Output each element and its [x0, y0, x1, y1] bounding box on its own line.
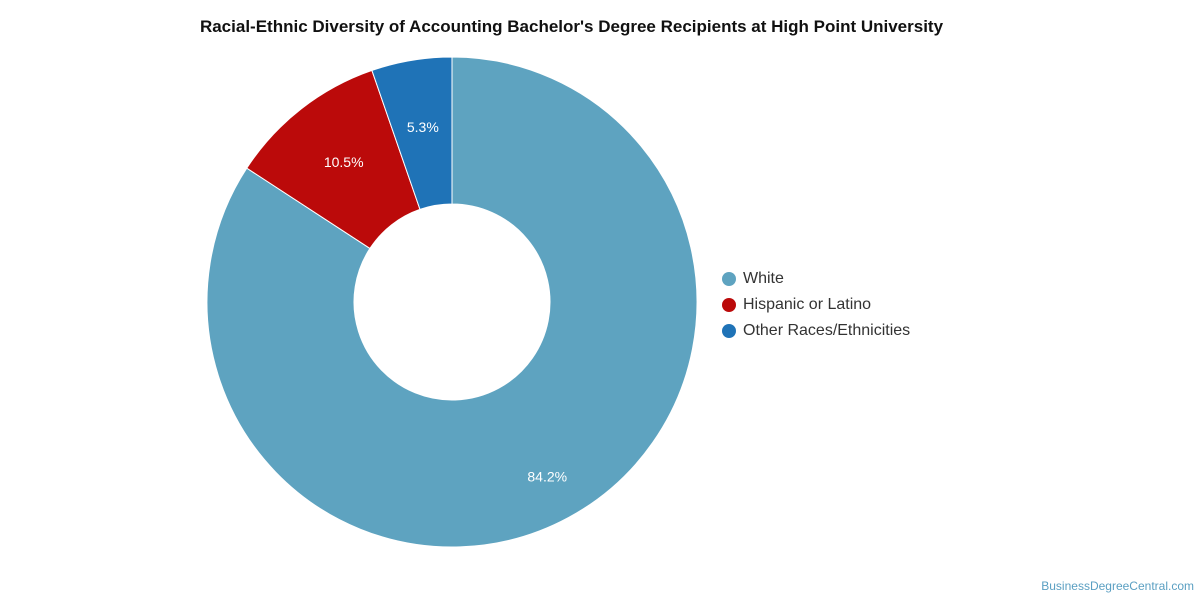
legend-item-other-races[interactable]: Other Races/Ethnicities	[722, 318, 910, 344]
slice-white[interactable]	[206, 56, 698, 548]
legend: White Hispanic or Latino Other Races/Eth…	[722, 266, 910, 344]
slice-hispanic-or-latino[interactable]	[246, 69, 421, 250]
donut-slices	[206, 56, 698, 548]
slice-label-other-races-ethnicities: 5.3%	[407, 119, 439, 135]
slice-label-white: 84.2%	[527, 469, 567, 485]
legend-label-hispanic-or-latino: Hispanic or Latino	[743, 296, 872, 313]
legend-label-white: White	[743, 270, 784, 287]
slice-other-races-ethnicities[interactable]	[371, 56, 453, 211]
legend-item-hispanic-or-latino[interactable]: Hispanic or Latino	[722, 292, 910, 318]
legend-swatch-hispanic-or-latino	[722, 298, 736, 312]
watermark-link[interactable]: BusinessDegreeCentral.com	[1041, 579, 1194, 593]
legend-item-white[interactable]: White	[722, 266, 910, 292]
legend-swatch-other-races	[722, 324, 736, 338]
legend-label-other-races: Other Races/Ethnicities	[743, 322, 911, 339]
slice-labels: 84.2% 10.5% 5.3%	[324, 119, 567, 484]
legend-swatch-white	[722, 272, 736, 286]
chart-title: Racial-Ethnic Diversity of Accounting Ba…	[199, 17, 944, 36]
slice-label-hispanic-or-latino: 10.5%	[324, 154, 364, 170]
